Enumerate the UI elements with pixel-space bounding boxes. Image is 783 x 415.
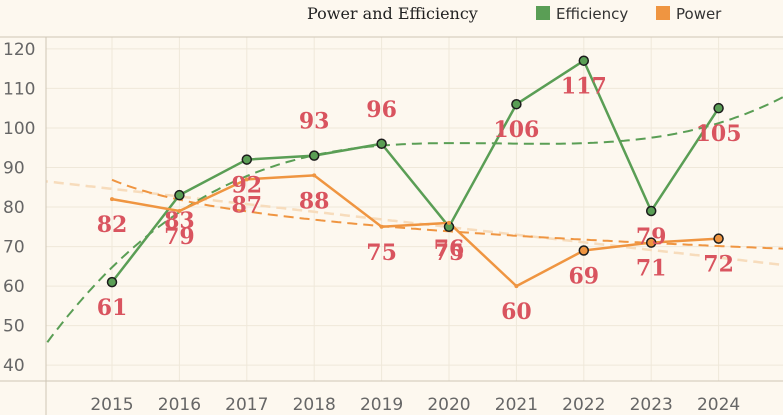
legend-swatch-efficiency	[536, 6, 550, 20]
y-tick-label: 50	[3, 317, 25, 337]
data-point-efficiency	[645, 205, 657, 217]
data-point-power	[578, 245, 590, 256]
x-tick-label: 2018	[293, 395, 336, 415]
chart-title: Power and Efficiency	[307, 4, 478, 23]
y-tick-label: 40	[3, 356, 25, 376]
data-label-power: 60	[501, 299, 532, 325]
x-tick-label: 2022	[562, 395, 605, 415]
data-point-efficiency	[578, 55, 590, 66]
trend-line-power-log	[111, 178, 783, 250]
data-point-efficiency	[511, 98, 522, 110]
data-label-power: 79	[164, 224, 195, 250]
data-label-power: 71	[636, 256, 667, 282]
y-tick-label: 80	[3, 198, 25, 218]
legend-swatch-power	[656, 6, 670, 20]
y-tick-label: 90	[3, 158, 25, 178]
data-point-power	[514, 284, 519, 289]
data-point-power	[645, 237, 657, 248]
data-label-efficiency: 75	[434, 240, 465, 266]
data-label-efficiency: 61	[97, 295, 128, 321]
x-tick-label: 2020	[427, 395, 470, 415]
data-label-efficiency: 83	[164, 208, 195, 234]
data-label-power: 69	[568, 264, 599, 290]
data-label-efficiency: 117	[561, 74, 607, 100]
x-tick-label: 2017	[225, 395, 268, 415]
legend-label-power: Power	[676, 5, 722, 23]
trend-line-efficiency	[46, 95, 783, 346]
data-label-power: 87	[231, 192, 262, 218]
series-line-efficiency	[111, 59, 720, 283]
data-point-efficiency	[106, 276, 118, 288]
data-label-efficiency: 79	[636, 224, 667, 250]
x-tick-label: 2023	[630, 395, 673, 415]
y-tick-label: 120	[3, 40, 35, 60]
grid-layer	[46, 37, 783, 381]
data-point-efficiency	[308, 150, 320, 161]
data-label-efficiency: 92	[231, 173, 262, 199]
legend-label-efficiency: Efficiency	[556, 5, 628, 23]
y-tick-label: 110	[3, 79, 35, 99]
x-tick-label: 2021	[495, 395, 538, 415]
series-line-power	[111, 174, 719, 288]
data-point-power	[110, 197, 114, 202]
y-tick-label: 60	[3, 277, 25, 297]
data-point-efficiency	[713, 102, 724, 114]
data-point-power	[447, 220, 451, 225]
data-point-power	[244, 177, 249, 182]
data-label-efficiency: 96	[366, 97, 397, 123]
data-point-power	[379, 224, 384, 229]
series-layer	[111, 59, 720, 288]
data-point-efficiency	[241, 154, 253, 165]
data-point-efficiency	[174, 189, 185, 201]
legend: Power and Efficiency Efficiency Power	[307, 4, 722, 23]
trend-layer	[46, 95, 783, 346]
data-label-power: 75	[366, 240, 397, 266]
data-label-power: 88	[299, 188, 330, 214]
data-point-power	[713, 233, 724, 244]
y-tick-label: 70	[3, 238, 25, 258]
data-label-power: 72	[703, 252, 734, 278]
x-tick-label: 2016	[158, 395, 201, 415]
data-label-power: 82	[97, 212, 128, 238]
marker-layer	[106, 55, 724, 289]
data-label-efficiency: 105	[696, 121, 742, 147]
axis-layer: 40 50 60 70 80 90 100 110 120 2015 2016 2017 2018 201…	[0, 36, 783, 415]
data-point-power	[312, 173, 317, 178]
data-label-power: 76	[434, 236, 465, 262]
data-label-efficiency: 93	[299, 109, 330, 135]
x-tick-label: 2024	[697, 395, 740, 415]
data-point-power	[177, 208, 182, 213]
x-tick-label: 2015	[90, 395, 133, 415]
data-label-efficiency: 106	[493, 117, 539, 143]
data-point-efficiency	[376, 138, 387, 150]
x-tick-label: 2019	[360, 395, 403, 415]
y-tick-label: 100	[3, 119, 35, 139]
